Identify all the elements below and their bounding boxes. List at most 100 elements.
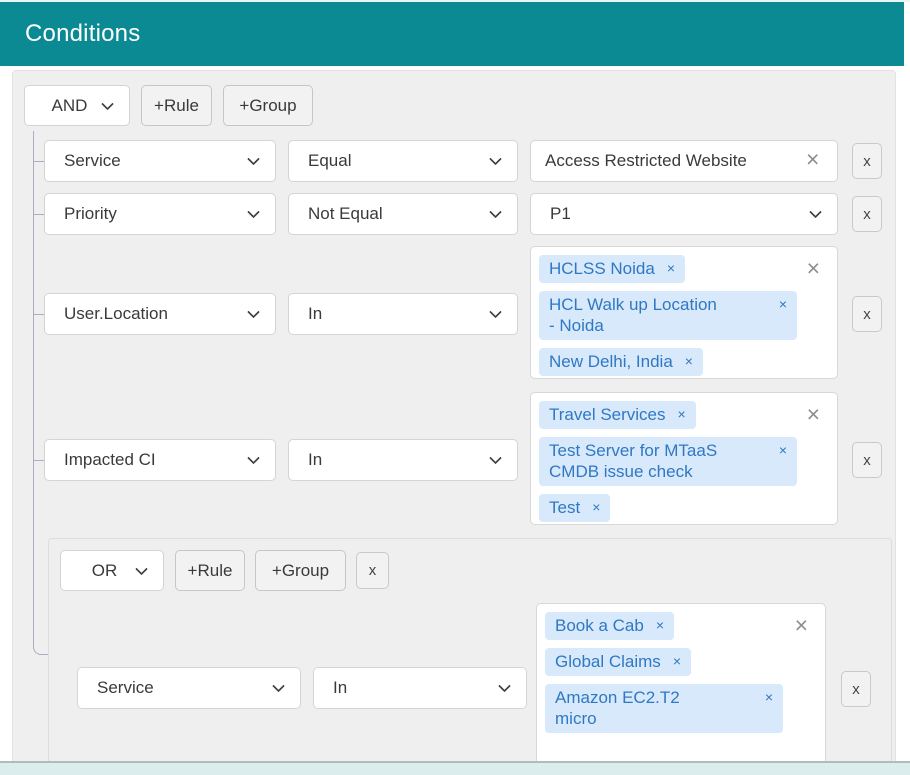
add-rule-label: +Rule <box>154 95 199 115</box>
remove-tag-icon[interactable]: × <box>592 499 601 515</box>
connector-line <box>33 460 44 461</box>
tag-label: Global Claims <box>555 652 661 671</box>
chevron-down-icon <box>489 152 502 166</box>
clear-value-icon[interactable]: × <box>806 146 820 172</box>
remove-tag-icon[interactable]: × <box>666 260 676 276</box>
clear-values-icon[interactable]: × <box>794 612 808 638</box>
field-value: Service <box>64 151 121 170</box>
selected-tag: Test × <box>539 494 611 522</box>
field-select[interactable]: Priority <box>44 193 276 235</box>
multiselect-value-box[interactable]: Book a Cab × Global Claims × Amazon EC2.… <box>536 603 826 775</box>
remove-tag-icon[interactable]: × <box>778 296 787 312</box>
remove-tag-icon[interactable]: × <box>672 653 681 669</box>
delete-rule-button[interactable]: x <box>852 442 882 478</box>
operator-value: In <box>308 304 323 323</box>
combinator-select[interactable]: OR <box>60 550 164 591</box>
delete-rule-button[interactable]: x <box>852 296 882 332</box>
selected-tag: Global Claims × <box>545 648 691 676</box>
clear-values-icon[interactable]: × <box>806 255 820 281</box>
panel-header: Conditions <box>0 2 904 66</box>
remove-tag-icon[interactable]: × <box>655 617 665 633</box>
chevron-down-icon <box>135 562 148 575</box>
operator-select[interactable]: In <box>288 439 518 481</box>
chevron-down-icon <box>489 205 502 219</box>
clear-values-icon[interactable]: × <box>806 401 820 427</box>
combinator-value: OR <box>91 560 118 580</box>
add-group-button[interactable]: +Group <box>255 550 346 591</box>
chevron-down-icon <box>101 97 114 110</box>
selected-tag: Book a Cab × <box>545 612 675 640</box>
field-value: Impacted CI <box>64 450 156 469</box>
value-input[interactable] <box>530 140 838 182</box>
add-group-label: +Group <box>271 560 330 580</box>
remove-tag-icon[interactable]: × <box>764 689 773 705</box>
delete-label: x <box>863 305 871 323</box>
add-rule-label: +Rule <box>187 560 233 580</box>
operator-value: Equal <box>308 151 352 170</box>
operator-value: In <box>308 450 323 469</box>
operator-value: Not Equal <box>308 204 383 223</box>
field-select[interactable]: Service <box>77 667 301 709</box>
chevron-down-icon <box>809 205 822 219</box>
delete-rule-button[interactable]: x <box>852 196 882 232</box>
tag-label: HCLSS Noida <box>549 259 655 278</box>
selected-tag: HCLSS Noida × <box>539 255 686 283</box>
connector-line <box>33 214 44 215</box>
chevron-down-icon <box>489 451 502 465</box>
tag-label: Travel Services <box>549 405 666 424</box>
tag-label: Book a Cab <box>555 616 644 635</box>
delete-rule-button[interactable]: x <box>841 671 871 707</box>
multiselect-value-box[interactable]: Travel Services × Test Server for MTaaS … <box>530 392 838 525</box>
field-select[interactable]: User.Location <box>44 293 276 335</box>
add-group-label: +Group <box>239 95 297 115</box>
horizontal-scrollbar[interactable] <box>0 763 910 775</box>
operator-select[interactable]: Equal <box>288 140 518 182</box>
combinator-select[interactable]: AND <box>24 85 130 126</box>
connector-line <box>33 314 44 315</box>
tag-label: Test <box>549 498 581 517</box>
delete-label: x <box>863 205 871 223</box>
operator-select[interactable]: In <box>313 667 527 709</box>
chevron-down-icon <box>247 305 260 319</box>
operator-select[interactable]: Not Equal <box>288 193 518 235</box>
field-value: Priority <box>64 204 117 223</box>
add-rule-button[interactable]: +Rule <box>141 85 212 126</box>
chevron-down-icon <box>498 679 511 693</box>
add-rule-button[interactable]: +Rule <box>175 550 245 591</box>
value: P1 <box>550 204 571 223</box>
selected-tag: Travel Services × <box>539 401 696 429</box>
combinator-value: AND <box>51 95 88 115</box>
remove-tag-icon[interactable]: × <box>677 406 686 422</box>
operator-value: In <box>333 678 348 697</box>
tag-label: Test Server for MTaaS CMDB issue check <box>549 441 718 481</box>
operator-select[interactable]: In <box>288 293 518 335</box>
connector-line <box>33 131 48 655</box>
chevron-down-icon <box>489 305 502 319</box>
chevron-down-icon <box>247 152 260 166</box>
delete-rule-button[interactable]: x <box>852 143 882 179</box>
scrollbar-border <box>0 761 910 763</box>
field-select[interactable]: Service <box>44 140 276 182</box>
delete-group-button[interactable]: x <box>356 552 389 589</box>
delete-label: x <box>852 680 860 698</box>
selected-tag: HCL Walk up Location - Noida × <box>539 291 797 340</box>
selected-tag: New Delhi, India × <box>539 348 703 376</box>
field-value: Service <box>97 678 154 697</box>
connector-line <box>33 161 44 162</box>
field-select[interactable]: Impacted CI <box>44 439 276 481</box>
selected-tag: Amazon EC2.T2 micro × <box>545 684 783 733</box>
value-select[interactable]: P1 <box>530 193 838 235</box>
remove-tag-icon[interactable]: × <box>778 442 787 458</box>
multiselect-value-box[interactable]: HCLSS Noida × HCL Walk up Location - Noi… <box>530 246 838 379</box>
chevron-down-icon <box>247 451 260 465</box>
tag-label: New Delhi, India <box>549 352 673 371</box>
remove-tag-icon[interactable]: × <box>684 353 693 369</box>
tag-label: Amazon EC2.T2 micro <box>555 688 680 728</box>
top-divider <box>0 0 910 2</box>
chevron-down-icon <box>247 205 260 219</box>
add-group-button[interactable]: +Group <box>223 85 313 126</box>
tag-label: HCL Walk up Location - Noida <box>549 295 717 335</box>
delete-label: x <box>863 451 871 469</box>
selected-tag: Test Server for MTaaS CMDB issue check × <box>539 437 797 486</box>
